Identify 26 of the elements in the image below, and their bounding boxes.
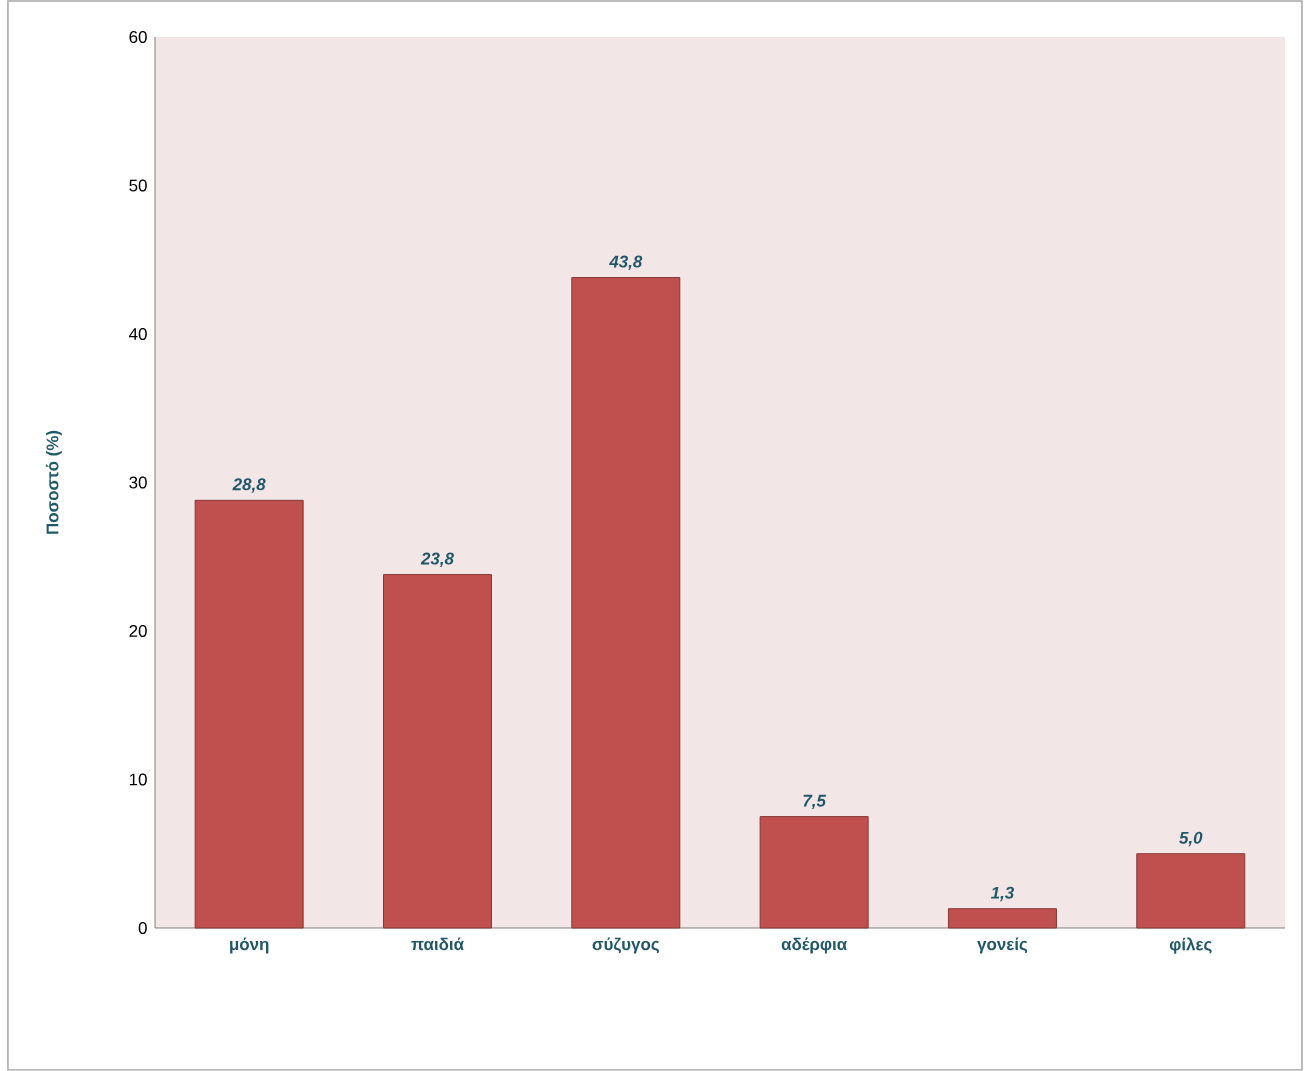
data-label: 5,0 [1179,831,1203,847]
bar [571,277,681,929]
y-tick-label: 50 [129,179,147,192]
data-label: 28,8 [232,478,266,493]
data-label: 23,8 [420,552,454,568]
x-tick-label: μόνη [230,937,269,954]
y-tick-label: 10 [129,773,147,786]
bar [194,499,304,929]
x-tick-label: φίλες [1169,937,1212,954]
data-label: 7,5 [803,794,827,810]
bar [759,816,869,929]
bar [382,574,492,929]
y-tick-label: 20 [129,625,147,638]
y-tick-label: 60 [129,31,147,44]
data-label: 43,8 [609,255,643,271]
y-axis-title: Ποσοστό (%) [45,430,62,534]
data-label: 1,3 [990,886,1015,902]
bar [947,908,1057,929]
y-tick-label: 30 [129,476,147,489]
bar [1136,853,1246,929]
x-tick-label: γονείς [977,937,1028,954]
x-tick-label: αδέρφια [781,937,847,954]
y-tick-label: 40 [129,328,147,341]
x-tick-label: σύζυγος [592,937,659,954]
y-tick-label: 0 [138,922,147,935]
x-tick-label: παιδιά [411,937,464,951]
